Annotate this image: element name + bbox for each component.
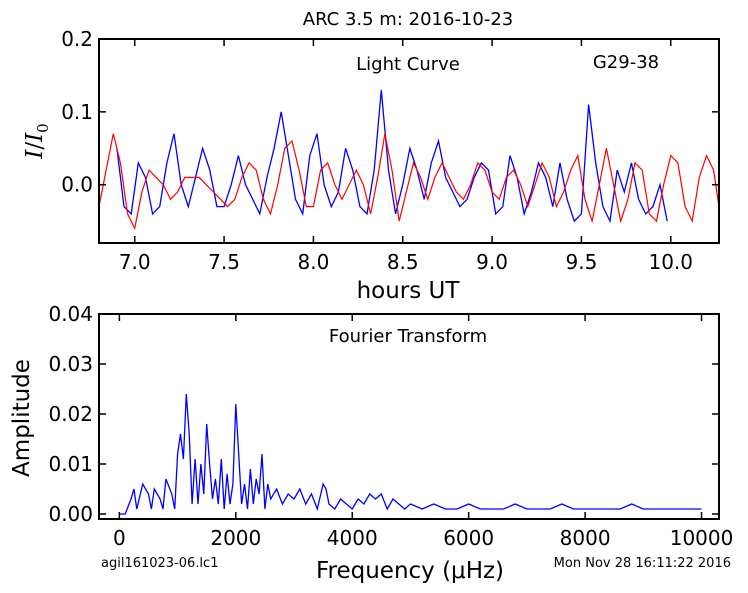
y-tick-label: 0.0	[61, 173, 93, 197]
light-curve-ylabel: I/I0	[22, 123, 52, 159]
light-curve-annotation: Light Curve	[356, 54, 460, 75]
star-name-label: G29-38	[593, 52, 659, 73]
fourier-ylabel: Amplitude	[9, 359, 35, 477]
light-curve-ticks: 7.0 7.5 8.0 8.5 9.0 9.5 10.0 0.0 0.1 0.2	[61, 27, 719, 274]
fourier-frame	[98, 313, 720, 520]
fourier-ticks: 0 2000 4000 6000 8000 10000 0.00 0.01 0.02 0.03 0.…	[48, 302, 733, 550]
series-line-2	[99, 133, 719, 231]
light-curve-xlabel: hours UT	[357, 278, 461, 304]
figure-title: ARC 3.5 m: 2016-10-23	[303, 9, 514, 30]
y-tick-label: 0.1	[61, 100, 93, 124]
x-tick-label: 4000	[327, 526, 378, 550]
fourier-series	[119, 393, 702, 515]
fourier-panel: 0 2000 4000 6000 8000 10000 0.00 0.01 0.02 0.03 0.…	[9, 302, 733, 584]
x-tick-label: 6000	[443, 526, 494, 550]
y-tick-label: 0.00	[48, 502, 93, 526]
x-tick-label: 8000	[560, 526, 611, 550]
x-tick-label: 7.0	[119, 250, 151, 274]
light-curve-series	[99, 89, 719, 231]
x-tick-label: 10.0	[648, 250, 693, 274]
light-curve-frame	[98, 38, 720, 244]
data-file-name: agil161023-06.lc1	[101, 556, 218, 571]
x-tick-label: 0	[113, 526, 126, 550]
x-tick-label: 2000	[210, 526, 261, 550]
light-curve-panel: 7.0 7.5 8.0 8.5 9.0 9.5 10.0 0.0 0.1 0.2 Light Cu…	[22, 27, 720, 304]
svg-text:I/I0: I/I0	[22, 123, 52, 159]
x-tick-label: 7.5	[208, 250, 240, 274]
series-line-1	[119, 393, 702, 515]
x-tick-label: 9.5	[566, 250, 598, 274]
x-tick-label: 8.0	[298, 250, 330, 274]
x-tick-label: 9.0	[476, 250, 508, 274]
x-tick-label: 8.5	[387, 250, 419, 274]
y-tick-label: 0.2	[61, 27, 93, 51]
y-tick-label: 0.03	[48, 352, 93, 376]
timestamp: Mon Nov 28 16:11:22 2016	[554, 556, 731, 571]
series-line-1	[116, 89, 668, 224]
y-tick-label: 0.01	[48, 452, 93, 476]
fourier-annotation: Fourier Transform	[329, 326, 487, 347]
x-tick-label: 10000	[670, 526, 734, 550]
fourier-xlabel: Frequency (μHz)	[316, 558, 504, 584]
y-tick-label: 0.02	[48, 402, 93, 426]
y-tick-label: 0.04	[48, 302, 93, 326]
